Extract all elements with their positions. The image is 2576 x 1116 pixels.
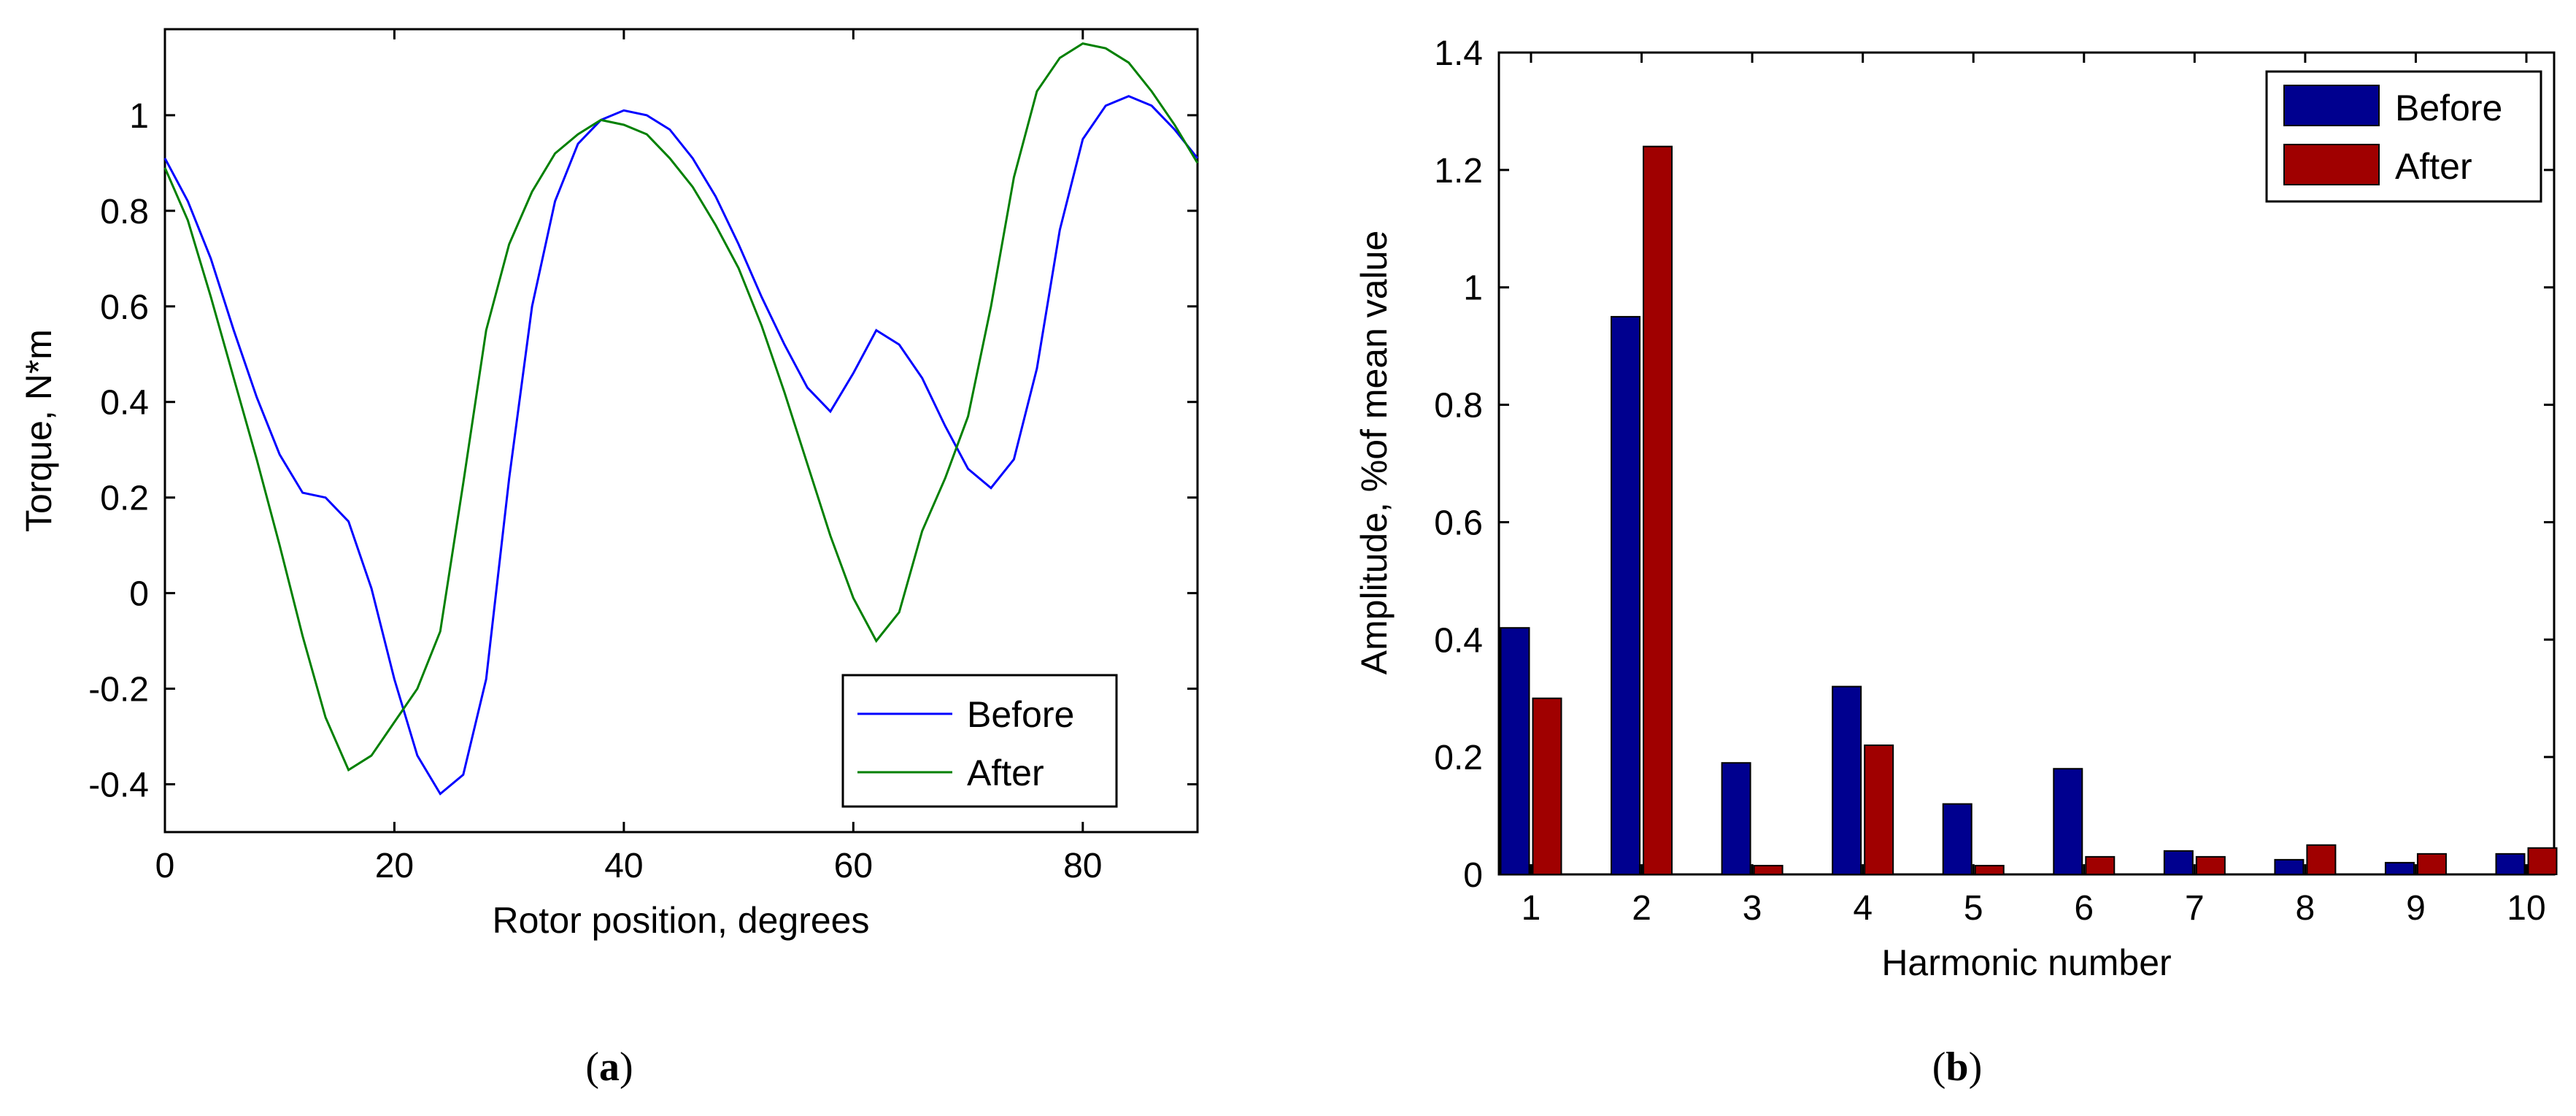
x-tick-label-a: 80 <box>1063 847 1102 885</box>
x-tick-label-b: 10 <box>2507 889 2545 928</box>
y-tick-label-b: 1 <box>1463 269 1483 308</box>
series-line-after <box>163 42 1199 772</box>
bar-before-5 <box>1942 803 1973 875</box>
y-tick-label-b: 0.4 <box>1434 621 1483 660</box>
x-tick-label-b: 1 <box>1522 889 1541 928</box>
y-axis-title-a: Torque, N*m <box>18 329 59 532</box>
y-tick-label-a: 0.4 <box>100 384 149 423</box>
x-tick-label-b: 5 <box>1964 889 1983 928</box>
panel-label-a: (a) <box>585 1044 633 1090</box>
bar-chart-panel-b: 0 0.2 0.4 0.6 0.8 1 1.2 1.4 1 2 3 4 5 6 7 8 9 10 Harmoni… <box>1354 34 2558 1090</box>
bar-before-7 <box>2163 850 2194 876</box>
legend-box-a <box>841 674 1118 808</box>
line-chart-panel-a: -0.4 -0.2 0 0.2 0.4 0.6 0.8 1 0 20 40 60 80 Rotor p… <box>18 28 1199 1090</box>
y-tick-label-b: 0.6 <box>1434 504 1483 542</box>
x-ticks-b: 1 2 3 4 5 6 7 8 9 10 <box>1522 53 2546 928</box>
bar-before-8 <box>2274 858 2305 875</box>
y-tick-label-a: 0.2 <box>100 480 149 518</box>
x-tick-label-b: 4 <box>1853 889 1873 928</box>
legend-label-after-b: After <box>2395 146 2472 187</box>
legend-label-after-a: After <box>967 753 1044 793</box>
series-lines-a <box>163 42 1199 796</box>
bar-after-8 <box>2306 844 2337 876</box>
y-tick-label-a: 0.6 <box>100 288 149 327</box>
x-axis-title-a: Rotor position, degrees <box>493 900 870 941</box>
bar-before-2 <box>1611 315 1641 875</box>
bar-after-7 <box>2195 855 2226 876</box>
x-axis-title-b: Harmonic number <box>1881 942 2171 983</box>
bar-after-5 <box>1974 864 2005 875</box>
y-axis-title-b: Amplitude, %of mean value <box>1354 231 1395 675</box>
y-tick-label-a: 0 <box>129 575 149 614</box>
x-tick-label-a: 20 <box>375 847 414 885</box>
x-ticks-a: 0 20 40 60 80 <box>155 29 1102 885</box>
y-tick-label-a: -0.4 <box>88 766 149 805</box>
y-tick-label-a: 0.8 <box>100 193 149 231</box>
bar-after-4 <box>1864 744 1894 875</box>
y-tick-label-b: 0 <box>1463 856 1483 895</box>
x-tick-label-b: 2 <box>1632 889 1651 928</box>
y-ticks-b: 0 0.2 0.4 0.6 0.8 1 1.2 1.4 <box>1434 34 2554 895</box>
y-tick-label-a: 1 <box>129 97 149 136</box>
x-tick-label-a: 0 <box>155 847 175 885</box>
bar-after-3 <box>1753 864 1783 875</box>
y-tick-label-b: 0.2 <box>1434 739 1483 777</box>
y-tick-label-b: 1.2 <box>1434 152 1483 191</box>
bar-before-6 <box>2053 768 2083 875</box>
x-tick-label-b: 7 <box>2185 889 2205 928</box>
x-tick-label-b: 3 <box>1743 889 1762 928</box>
bar-before-1 <box>1500 627 1530 875</box>
legend-b: Before After <box>2265 70 2542 203</box>
bar-after-10 <box>2527 847 2558 875</box>
x-tick-label-a: 40 <box>604 847 643 885</box>
x-tick-label-b: 9 <box>2406 889 2426 928</box>
panel-label-b: (b) <box>1932 1044 1982 1090</box>
legend-swatch-before-b <box>2283 85 2380 126</box>
bars-b <box>1500 145 2558 876</box>
x-tick-label-b: 8 <box>2296 889 2315 928</box>
legend-swatch-after-b <box>2283 144 2380 185</box>
bar-after-6 <box>2085 855 2116 876</box>
y-tick-label-b: 1.4 <box>1434 34 1483 73</box>
series-line-before <box>163 95 1199 796</box>
bar-before-3 <box>1721 762 1751 875</box>
bar-after-1 <box>1532 697 1562 876</box>
panel-letter-a: a <box>599 1044 620 1090</box>
legend-label-before-b: Before <box>2395 88 2502 128</box>
bar-before-10 <box>2495 853 2526 875</box>
y-tick-label-a: -0.2 <box>88 671 149 709</box>
x-tick-label-b: 6 <box>2074 889 2094 928</box>
x-tick-label-a: 60 <box>834 847 873 885</box>
y-tick-label-b: 0.8 <box>1434 387 1483 426</box>
legend-a: Before After <box>841 674 1118 808</box>
panel-letter-b: b <box>1946 1044 1968 1090</box>
bar-before-9 <box>2384 861 2415 876</box>
bar-before-4 <box>1832 685 1862 876</box>
bar-after-2 <box>1643 145 1673 875</box>
y-ticks-a: -0.4 -0.2 0 0.2 0.4 0.6 0.8 1 <box>88 97 1198 805</box>
bar-after-9 <box>2416 853 2447 875</box>
legend-label-before-a: Before <box>967 694 1074 735</box>
